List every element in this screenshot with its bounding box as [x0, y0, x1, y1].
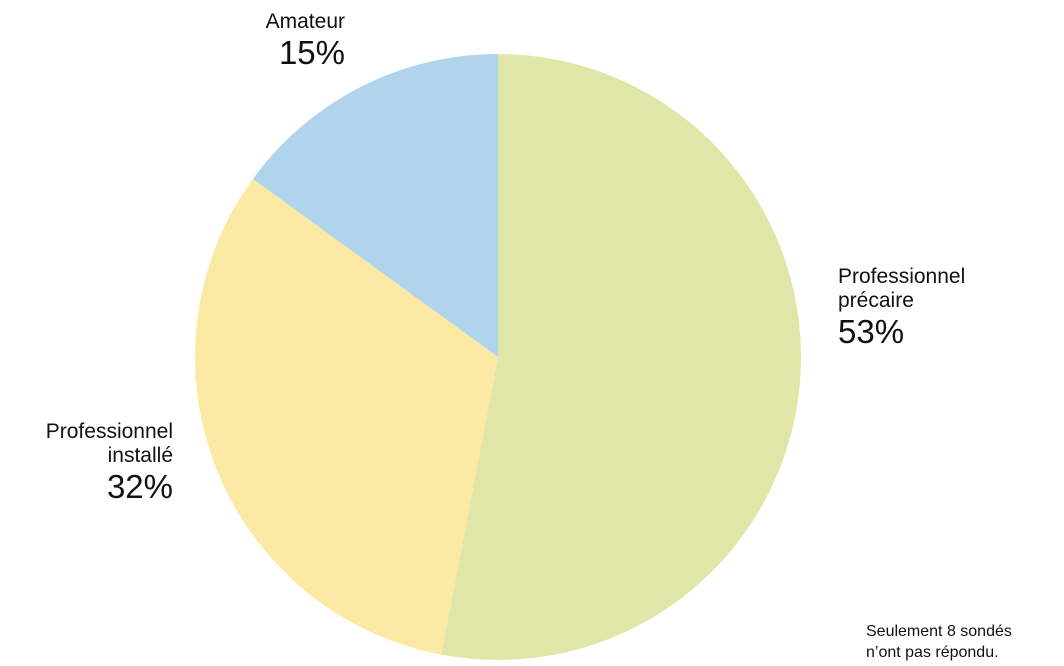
footnote-line2: n’ont pas répondu.: [866, 643, 999, 661]
slice-percent: 32%: [106, 468, 173, 506]
footnote: Seulement 8 sondés n’ont pas répondu.: [866, 622, 1012, 664]
footnote-line1: Seulement 8 sondés: [866, 623, 1012, 640]
slice-label-line2: installé: [107, 444, 173, 468]
slice-label-line2: précaire: [838, 289, 914, 313]
pie-slice-professionnel-installe: [194, 178, 499, 655]
slice-label-line1: Amateur: [265, 10, 345, 33]
slice-label-professionnel-precaire: Professionnel précaire 53%: [838, 265, 1038, 351]
slice-label-amateur: Amateur 15%: [170, 10, 345, 72]
pie-slice-professionnel-precaire: [441, 54, 801, 660]
slice-percent: 15%: [278, 34, 345, 72]
slice-label-line1: Professionnel: [45, 420, 173, 443]
slice-label-professionnel-installe: Professionnel installé 32%: [0, 420, 173, 506]
slice-label-line1: Professionnel: [838, 265, 966, 288]
slice-percent: 53%: [838, 313, 905, 351]
pie-slice-amateur: [252, 54, 498, 357]
